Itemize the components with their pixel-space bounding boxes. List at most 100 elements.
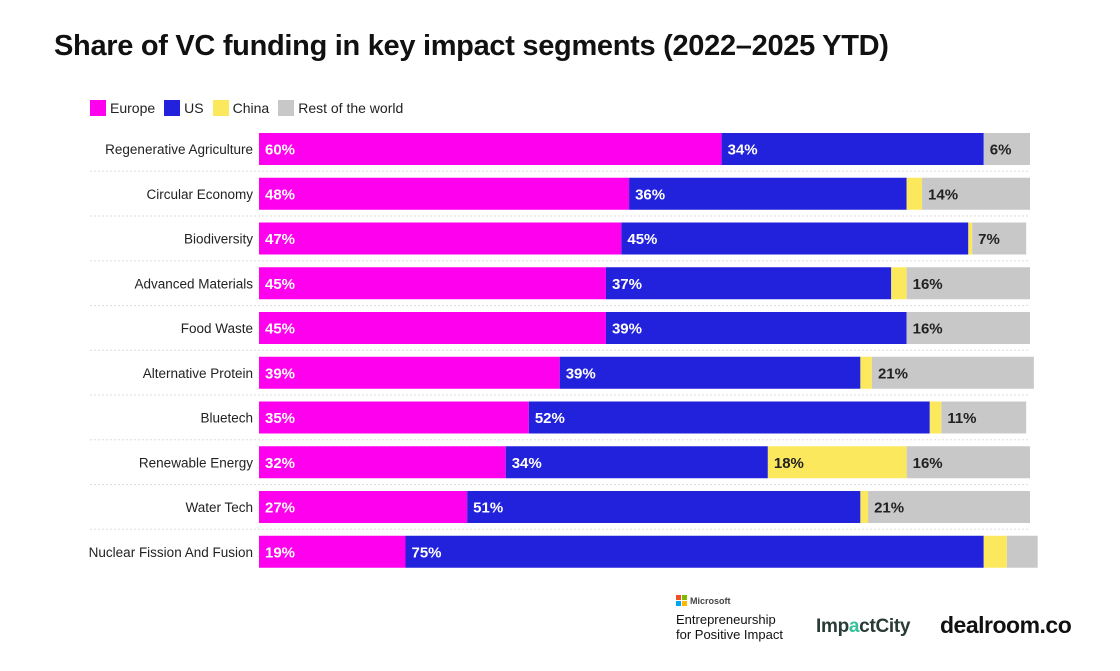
data-label-us-nuclear-fission-and-fusion: 75%	[411, 544, 441, 561]
bar-segment-china-nuclear-fission-and-fusion	[983, 535, 1007, 568]
bar-segment-us-advanced-materials	[605, 267, 892, 300]
bar-segment-us-circular-economy	[629, 177, 907, 210]
program-line-1: Entrepreneurship	[676, 612, 776, 627]
bar-segment-china-water-tech	[860, 491, 869, 523]
chart-title: Share of VC funding in key impact segmen…	[54, 30, 889, 62]
data-label-europe-advanced-materials: 45%	[265, 276, 295, 293]
data-label-us-regenerative-agriculture: 34%	[728, 142, 758, 159]
data-label-us-bluetech: 52%	[535, 410, 565, 427]
bar-segment-europe-food-waste	[259, 312, 606, 344]
legend-label: US	[184, 100, 204, 116]
legend-item-us: US	[164, 100, 204, 116]
category-label-regenerative-agriculture: Regenerative Agriculture	[105, 142, 253, 157]
data-label-europe-nuclear-fission-and-fusion: 19%	[265, 544, 295, 561]
data-label-europe-water-tech: 27%	[265, 500, 295, 517]
bar-segment-europe-alternative-protein	[259, 356, 560, 389]
legend-item-china: China	[212, 100, 270, 116]
bar-segment-rest-of-the-world-biodiversity	[972, 222, 1027, 255]
bar-segment-rest-of-the-world-food-waste	[906, 312, 1030, 344]
bar-segment-us-water-tech	[467, 491, 861, 523]
data-label-rest-of-the-world-biodiversity: 7%	[978, 231, 1000, 248]
bar-segment-europe-advanced-materials	[259, 267, 606, 300]
bar-segment-us-biodiversity	[621, 222, 969, 255]
legend-label: Europe	[110, 100, 156, 116]
legend-label: Rest of the world	[298, 100, 404, 116]
data-label-us-biodiversity: 45%	[627, 231, 657, 248]
bar-segment-rest-of-the-world-nuclear-fission-and-fusion	[1006, 535, 1038, 568]
impactcity-logo-part-2: ctCity	[859, 616, 911, 637]
bar-segment-rest-of-the-world-regenerative-agriculture	[983, 133, 1030, 165]
bar-segment-china-renewable-energy	[767, 446, 907, 479]
category-label-biodiversity: Biodiversity	[184, 232, 253, 247]
bar-segment-us-regenerative-agriculture	[721, 133, 984, 165]
data-label-rest-of-the-world-regenerative-agriculture: 6%	[990, 142, 1012, 159]
data-label-us-food-waste: 39%	[612, 321, 642, 338]
footer-logos: Microsoft Entrepreneurship for Positive …	[0, 592, 1120, 662]
legend-item-rest-of-the-world: Rest of the world	[278, 100, 403, 116]
category-label-nuclear-fission-and-fusion: Nuclear Fission And Fusion	[89, 545, 253, 560]
legend-item-europe: Europe	[90, 100, 155, 116]
data-label-rest-of-the-world-water-tech: 21%	[874, 500, 904, 517]
chart-legend: Europe US China Rest of the world	[90, 100, 412, 116]
legend-swatch	[90, 100, 106, 116]
data-label-europe-renewable-energy: 32%	[265, 455, 295, 472]
bar-segment-europe-bluetech	[259, 401, 529, 434]
data-label-rest-of-the-world-alternative-protein: 21%	[878, 365, 908, 382]
category-label-bluetech: Bluetech	[200, 411, 253, 426]
bar-segment-us-renewable-energy	[505, 446, 768, 479]
bar-segment-us-nuclear-fission-and-fusion	[405, 535, 984, 568]
impactcity-logo-accent: a	[848, 616, 860, 637]
bar-segment-rest-of-the-world-alternative-protein	[871, 356, 1034, 389]
data-label-us-alternative-protein: 39%	[566, 365, 596, 382]
bar-segment-us-alternative-protein	[559, 356, 861, 389]
data-label-rest-of-the-world-circular-economy: 14%	[928, 186, 958, 203]
microsoft-grid-icon	[676, 595, 687, 606]
legend-swatch	[278, 100, 295, 116]
impactcity-logo-part-1: Imp	[816, 616, 849, 637]
bar-segment-europe-renewable-energy	[259, 446, 506, 479]
category-label-renewable-energy: Renewable Energy	[139, 455, 253, 470]
bar-segment-europe-biodiversity	[259, 222, 622, 255]
microsoft-logo: Microsoft	[676, 595, 731, 606]
data-label-us-renewable-energy: 34%	[512, 455, 542, 472]
data-label-us-water-tech: 51%	[473, 500, 503, 517]
category-label-food-waste: Food Waste	[181, 321, 253, 336]
data-label-europe-alternative-protein: 39%	[265, 365, 295, 382]
legend-label: China	[232, 100, 270, 116]
category-label-water-tech: Water Tech	[185, 500, 253, 515]
program-name: Entrepreneurship for Positive Impact	[676, 612, 783, 642]
bar-segment-us-food-waste	[605, 312, 907, 344]
data-label-rest-of-the-world-advanced-materials: 16%	[913, 276, 943, 293]
data-label-rest-of-the-world-renewable-energy: 16%	[913, 455, 943, 472]
bar-segment-china-biodiversity	[968, 222, 973, 255]
bar-segment-europe-nuclear-fission-and-fusion	[259, 535, 406, 568]
category-label-circular-economy: Circular Economy	[146, 187, 253, 202]
bar-segment-europe-circular-economy	[259, 177, 630, 210]
data-label-rest-of-the-world-bluetech: 11%	[947, 410, 976, 427]
bar-segment-china-bluetech	[929, 401, 942, 434]
data-label-europe-regenerative-agriculture: 60%	[265, 142, 295, 159]
data-label-europe-food-waste: 45%	[265, 321, 295, 338]
data-label-us-advanced-materials: 37%	[612, 276, 642, 293]
dealroom-logo: dealroom.co	[940, 612, 1072, 638]
bar-segment-rest-of-the-world-circular-economy	[922, 177, 1030, 210]
data-label-europe-biodiversity: 47%	[265, 231, 295, 248]
bar-segment-china-alternative-protein	[860, 356, 872, 389]
bar-segment-rest-of-the-world-water-tech	[868, 491, 1030, 523]
program-line-2: for Positive Impact	[676, 627, 783, 642]
legend-swatch	[212, 100, 229, 116]
bar-segment-rest-of-the-world-advanced-materials	[906, 267, 1030, 300]
bar-segment-china-circular-economy	[906, 177, 923, 210]
bar-segment-europe-regenerative-agriculture	[259, 133, 722, 165]
data-label-europe-bluetech: 35%	[265, 410, 295, 427]
data-label-us-circular-economy: 36%	[635, 186, 665, 203]
data-label-europe-circular-economy: 48%	[265, 186, 295, 203]
category-label-alternative-protein: Alternative Protein	[143, 366, 253, 381]
impactcity-logo: ImpactCity	[816, 616, 910, 638]
microsoft-wordmark: Microsoft	[690, 595, 731, 606]
bar-segment-rest-of-the-world-bluetech	[941, 401, 1027, 434]
category-label-advanced-materials: Advanced Materials	[134, 276, 253, 291]
bar-segment-europe-water-tech	[259, 491, 468, 523]
data-label-china-renewable-energy: 18%	[774, 455, 804, 472]
legend-swatch	[164, 100, 181, 116]
